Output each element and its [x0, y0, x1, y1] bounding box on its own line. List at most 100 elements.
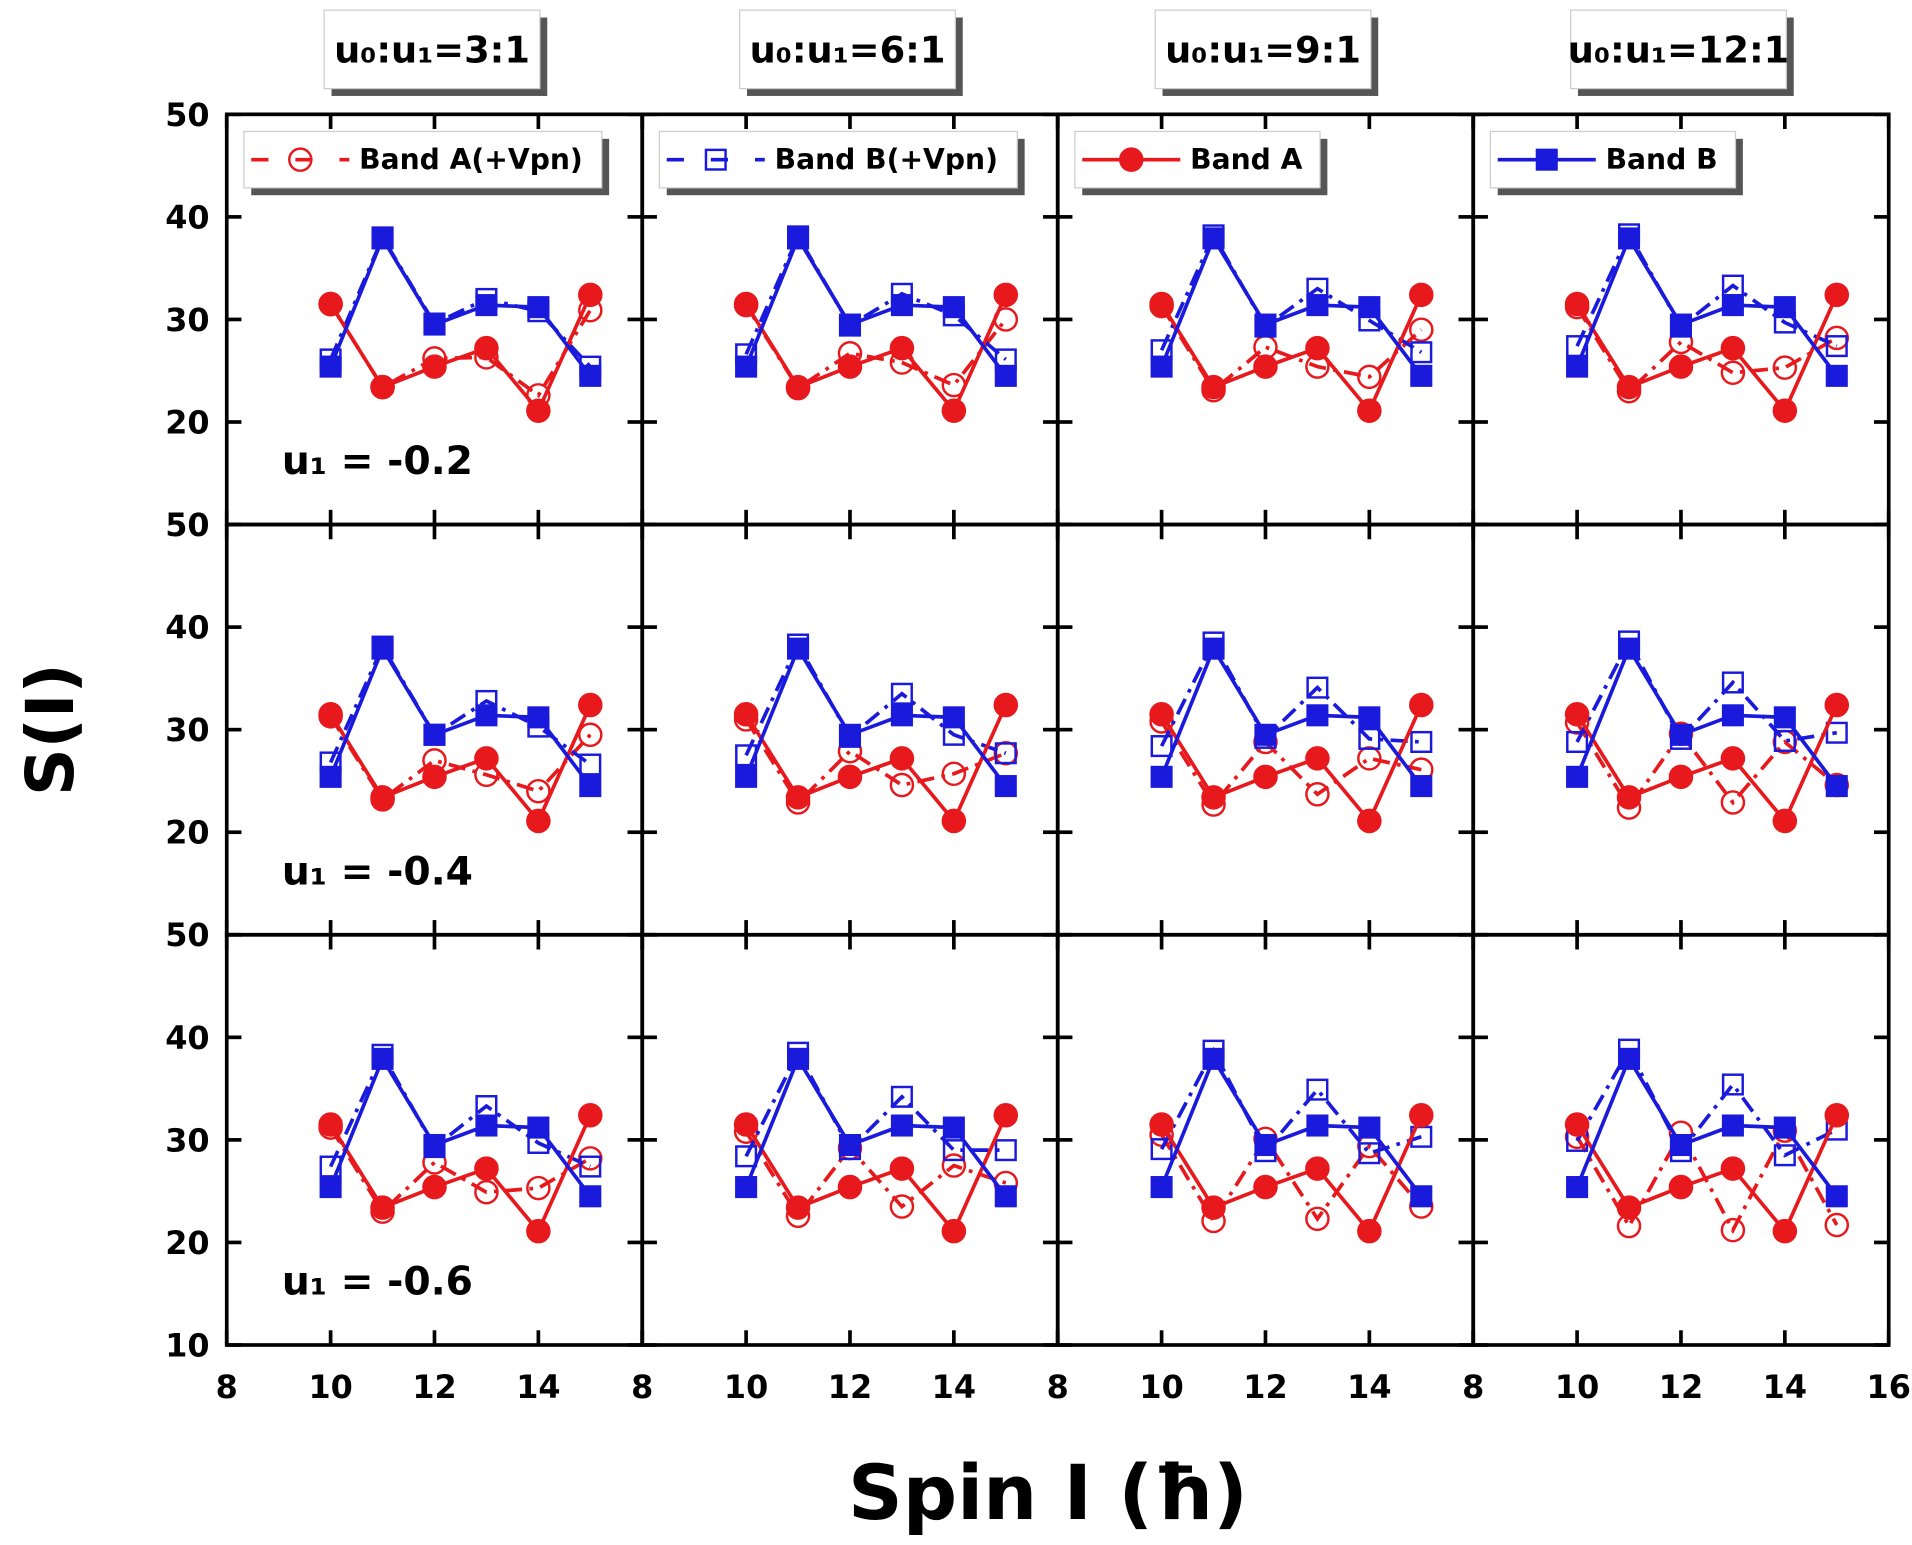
marker [1564, 702, 1590, 727]
series-line [744, 1114, 1008, 1235]
marker [1566, 355, 1589, 378]
series-line [1575, 230, 1838, 348]
marker [838, 313, 862, 336]
series-line [329, 704, 592, 825]
marker [941, 761, 967, 787]
marker [1669, 1133, 1692, 1157]
series-line [1575, 637, 1838, 743]
marker [318, 1112, 343, 1137]
series-line [328, 1054, 592, 1198]
marker [527, 706, 550, 729]
marker [994, 364, 1017, 387]
row-label: u₁ = -0.6 [282, 1260, 473, 1305]
y-tick-label: 30 [165, 1121, 209, 1159]
marker [422, 354, 447, 379]
marker [1721, 704, 1744, 727]
marker [993, 282, 1019, 308]
marker [1306, 676, 1329, 699]
marker [942, 1116, 965, 1139]
x-tick-label: 10 [724, 1368, 768, 1406]
x-tick-label: 10 [1139, 1368, 1183, 1406]
x-tick-label: 8 [631, 1368, 653, 1406]
x-tick-label: 12 [412, 1368, 456, 1406]
marker [890, 1114, 913, 1137]
marker [1720, 360, 1746, 386]
marker [1254, 723, 1277, 746]
marker [1357, 746, 1382, 771]
x-tick-label: 12 [1243, 1368, 1287, 1406]
marker [474, 335, 499, 361]
marker [318, 702, 343, 727]
marker [1409, 317, 1434, 342]
marker [785, 785, 811, 810]
marker [1720, 790, 1746, 815]
marker [1202, 227, 1225, 250]
marker [1668, 764, 1694, 790]
marker [1773, 296, 1796, 319]
series-line [328, 1050, 592, 1169]
series-line [744, 704, 1008, 825]
column-title: u₀:u₁=3:1 [334, 28, 530, 71]
legend-label: Band A [1190, 143, 1303, 176]
marker [423, 723, 446, 746]
marker [785, 374, 811, 400]
y-axis-label: S(I) [12, 663, 89, 796]
x-tick-label: 12 [1659, 1368, 1703, 1406]
x-tick-label: 14 [932, 1368, 976, 1406]
marker [1358, 296, 1381, 319]
marker [1358, 727, 1381, 750]
marker [526, 1175, 551, 1201]
y-tick-label: 20 [165, 1224, 209, 1262]
marker [1669, 723, 1692, 746]
marker [1202, 1047, 1225, 1070]
marker [527, 1116, 550, 1139]
marker [942, 706, 965, 729]
series-line [1575, 704, 1839, 825]
marker [1669, 313, 1692, 336]
legend-marker [1119, 147, 1144, 172]
marker [371, 227, 394, 250]
series-line [1575, 1045, 1838, 1158]
x-tick-label: 10 [1555, 1368, 1599, 1406]
legend-label: Band A(+Vpn) [359, 143, 583, 176]
marker [942, 296, 965, 319]
header-box [739, 9, 956, 90]
legend-marker [288, 147, 313, 172]
marker [1306, 294, 1329, 317]
x-tick-label: 10 [308, 1368, 352, 1406]
series-line [744, 640, 1007, 757]
x-tick-label: 8 [1462, 1368, 1484, 1406]
marker [1825, 775, 1848, 798]
marker [474, 1156, 499, 1181]
marker [1721, 1073, 1744, 1096]
marker [733, 291, 759, 317]
marker [993, 1103, 1019, 1128]
marker [526, 1218, 551, 1244]
marker [941, 398, 967, 423]
series-line [1575, 1054, 1839, 1198]
marker [1410, 341, 1433, 364]
marker [1617, 227, 1641, 250]
y-tick-label: 20 [165, 814, 209, 852]
header-box [323, 9, 541, 90]
marker [1720, 1217, 1746, 1243]
marker [1357, 808, 1382, 834]
marker [1150, 1138, 1173, 1161]
marker [787, 227, 810, 250]
marker [787, 637, 810, 660]
marker [1358, 706, 1381, 729]
marker [1410, 775, 1433, 798]
y-tick-label: 30 [165, 711, 209, 749]
marker [994, 742, 1017, 765]
marker [1409, 1103, 1434, 1128]
marker [889, 772, 915, 798]
marker [1409, 282, 1434, 308]
marker [1357, 1218, 1382, 1244]
marker [1306, 704, 1329, 727]
marker [1721, 294, 1744, 317]
marker [1149, 291, 1174, 317]
marker [579, 1155, 602, 1178]
legend-marker [1535, 148, 1558, 171]
marker [319, 355, 342, 378]
